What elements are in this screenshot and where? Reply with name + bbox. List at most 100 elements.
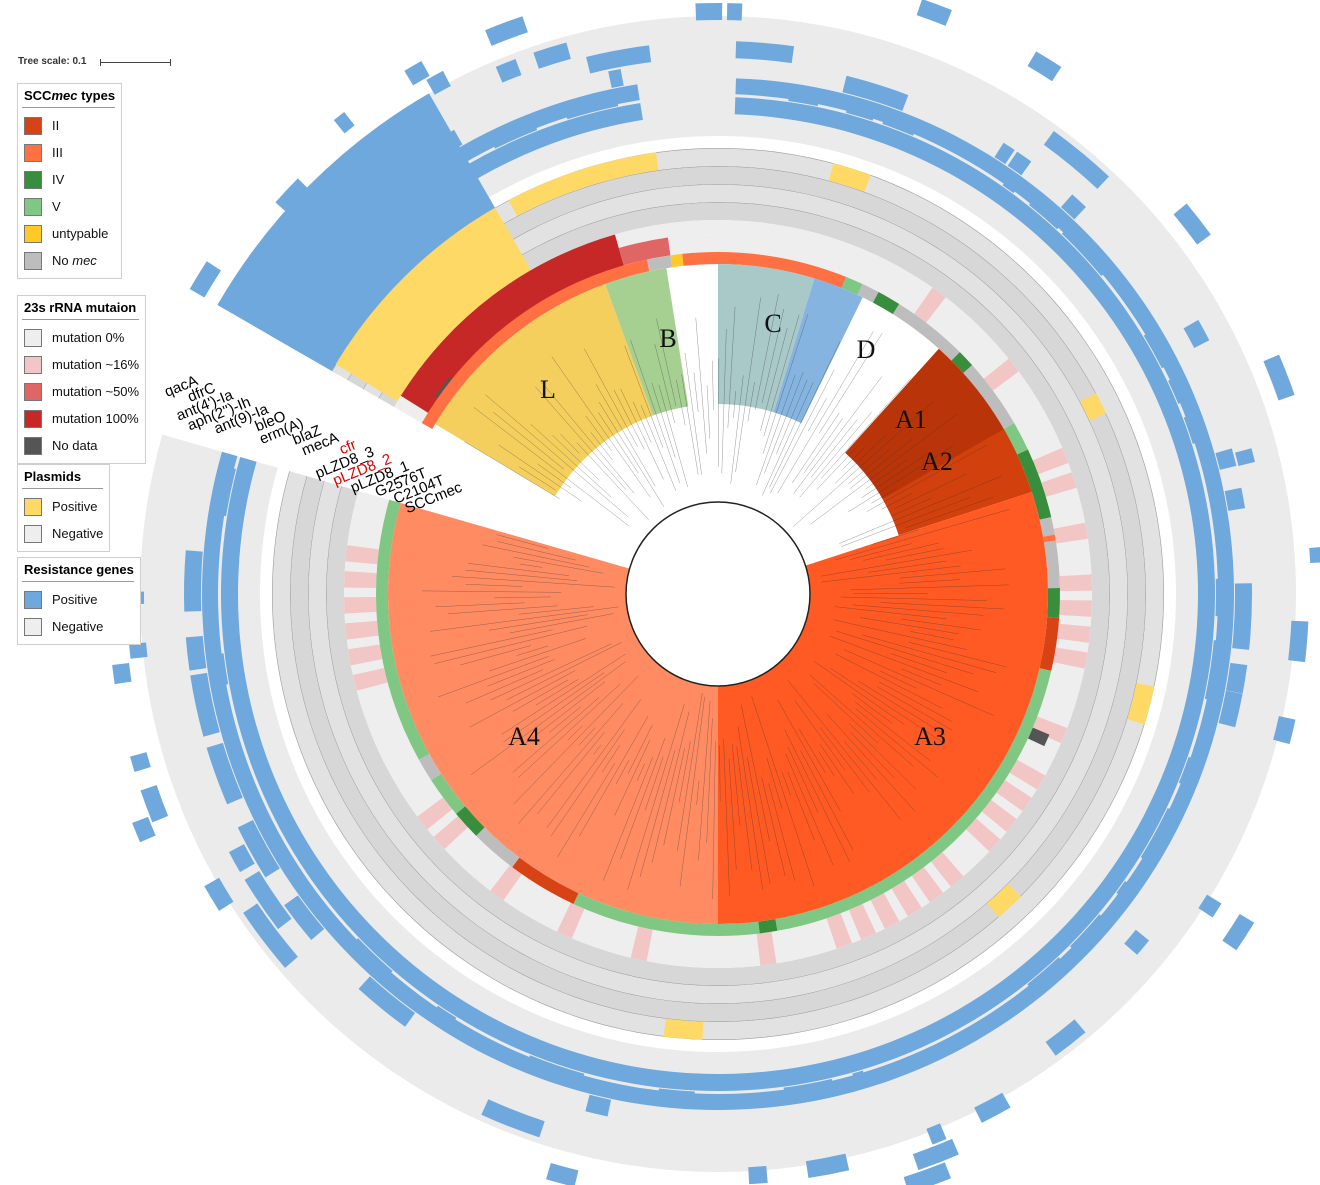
gene-positive-block (608, 68, 624, 89)
gene-positive-block (903, 1162, 952, 1185)
branch-line (830, 635, 979, 692)
gene-positive-block (404, 60, 430, 86)
gene-positive-block (275, 178, 310, 214)
branch-line (451, 576, 615, 588)
gene-positive-block (1027, 51, 1062, 82)
branch-line (777, 699, 841, 812)
branch-line (787, 772, 815, 841)
branch-line (624, 345, 664, 448)
plasmid-positive (1127, 682, 1155, 725)
gene-positive-block (994, 142, 1015, 165)
branch-line (493, 411, 565, 470)
gene-positive-block (495, 59, 522, 83)
gene-positive-block (140, 785, 169, 823)
legend-swatch (24, 382, 42, 401)
mutation-16 (870, 893, 900, 929)
branch-line (506, 641, 622, 700)
plasmid-positive (663, 1018, 704, 1040)
branch-line (827, 714, 916, 812)
branch-line (839, 475, 1002, 544)
mutation-16 (352, 668, 388, 691)
branch-line (696, 780, 700, 805)
branch-line (819, 727, 870, 793)
branch-line (695, 317, 707, 454)
branch-line (863, 542, 940, 561)
branch-line (781, 772, 791, 796)
branch-line (761, 776, 786, 877)
gene-positive-block (912, 1138, 959, 1171)
branch-line (770, 369, 835, 494)
gene-positive-block (485, 16, 528, 46)
gene-positive-block (1235, 448, 1255, 466)
clade-label: L (540, 375, 556, 404)
gene-positive-block (333, 111, 355, 134)
branch-line (512, 679, 569, 712)
sccmec-segment (431, 773, 466, 814)
branch-line (513, 556, 604, 574)
branch-line (513, 675, 639, 805)
clade-label: D (857, 335, 876, 364)
branch-line (785, 753, 834, 866)
branch-line (849, 543, 912, 560)
branch-line (886, 548, 944, 561)
branch-line (632, 401, 652, 443)
branch-line (614, 739, 651, 816)
branch-line (535, 386, 627, 490)
branch-line (872, 529, 919, 545)
branch-line (769, 341, 841, 488)
tree-root-circle (625, 501, 811, 687)
gene-positive-block (487, 114, 538, 149)
branch-line (793, 376, 883, 494)
legend-swatch (24, 170, 42, 189)
gene-positive-block (788, 84, 822, 107)
branch-line (654, 343, 675, 424)
gene-positive-block (882, 107, 920, 136)
mutation-16 (1059, 599, 1092, 617)
branch-line (840, 496, 971, 548)
gene-positive-block (1204, 640, 1231, 703)
gene-positive-block (190, 672, 220, 737)
branch-line (848, 445, 954, 513)
branch-line (677, 692, 703, 851)
plasmid-positive (335, 207, 531, 402)
gene-positive-block (1168, 373, 1195, 404)
gene-positive-block (1225, 662, 1248, 694)
branch-line (727, 306, 736, 429)
gene-positive-block (974, 1092, 1011, 1123)
legend-swatch (24, 497, 42, 516)
gene-positive-block (1029, 191, 1069, 230)
branch-line (730, 375, 744, 484)
clade-labels: L B C D A1 A2 A3 A4 (508, 309, 953, 751)
gene-positive-block (1045, 1019, 1086, 1056)
sccmec-segment (857, 284, 879, 303)
gene-positive-block (1061, 221, 1115, 277)
gene-positive-block (585, 1094, 612, 1117)
gene-positive-block (1060, 194, 1086, 220)
branch-line (693, 372, 699, 412)
mutation-no-data (1027, 727, 1050, 747)
plasmid-positive (508, 152, 659, 217)
branch-line (766, 757, 783, 809)
branch-line (818, 751, 835, 777)
mutation-16 (983, 358, 1019, 391)
sccmec-segment (421, 259, 650, 429)
legend-sccmec: SCCmec types II III IV V untypable No me… (17, 83, 123, 279)
branch-line (496, 534, 549, 549)
gene-positive-block (1043, 130, 1109, 189)
branch-line (834, 435, 886, 484)
resistance-gene-rings (112, 0, 1320, 1185)
gene-positive-block (387, 165, 442, 212)
legend-swatch (24, 590, 42, 609)
branch-line (820, 549, 972, 577)
legend-plasmids: Plasmids Positive Negative (17, 464, 111, 552)
gene-positive-block (1183, 411, 1210, 444)
branch-line (537, 463, 572, 489)
gene-positive-block (428, 1005, 457, 1033)
gene-positive-block (1309, 547, 1320, 564)
mutation-16 (1041, 472, 1077, 497)
branch-line (537, 731, 605, 815)
gene-positive-block (423, 129, 463, 163)
branch-line (762, 314, 809, 454)
legend-item: IV (22, 166, 115, 193)
branch-line (620, 738, 666, 860)
